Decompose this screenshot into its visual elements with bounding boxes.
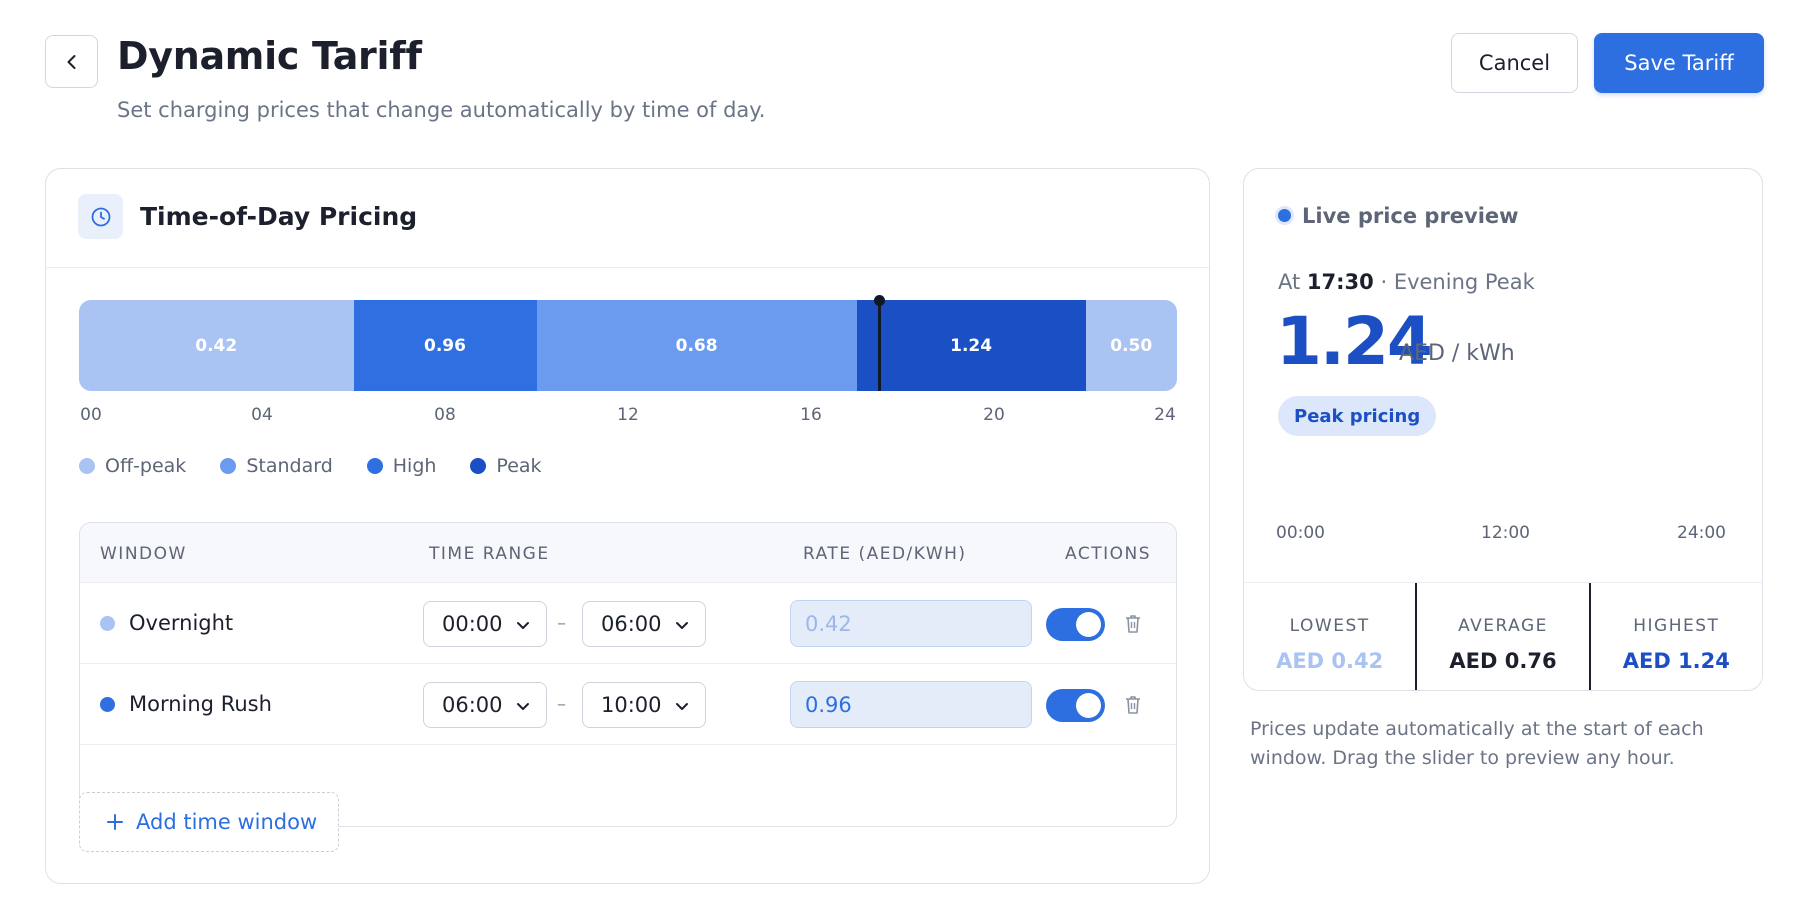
segment-rate-label: 0.96 <box>424 335 466 356</box>
hour-tick-label: 16 <box>800 405 822 425</box>
hour-tick-label: 20 <box>983 405 1005 425</box>
legend-item-peak: Peak <box>470 455 542 477</box>
chevron-down-icon <box>517 703 529 710</box>
hour-tick-label: 12 <box>617 405 639 425</box>
card-header: Time-of-Day Pricing <box>46 169 1209 268</box>
table-row: Overnight 00:00 – 06:00 0.42 <box>80 583 1176 664</box>
preview-axis-mid: 12:00 <box>1481 523 1530 543</box>
standard-dot <box>220 458 237 474</box>
off-peak-dot <box>79 458 95 474</box>
segment-rate-label: 1.24 <box>950 335 993 356</box>
hour-tick-label: 04 <box>251 405 273 425</box>
preview-window-name: · Evening Peak <box>1380 270 1535 294</box>
time-marker-handle[interactable] <box>874 295 886 306</box>
segment-rate-label: 0.68 <box>675 335 718 356</box>
range-separator: – <box>557 613 566 634</box>
timeline-segment-off-peak[interactable]: 0.42 <box>79 300 354 391</box>
tier-legend: Off-peak Standard High Peak <box>79 455 542 477</box>
toggle-knob <box>1076 693 1101 718</box>
legend-item-off-peak: Off-peak <box>79 455 186 477</box>
live-price-preview-card: Live price preview At 17:30 · Evening Pe… <box>1243 168 1763 691</box>
save-tariff-button[interactable]: Save Tariff <box>1594 33 1764 93</box>
live-indicator-dot <box>1278 209 1291 222</box>
stat-highest: HIGHEST AED 1.24 <box>1588 583 1762 690</box>
preview-axis-start: 00:00 <box>1276 523 1325 543</box>
window-enabled-toggle[interactable] <box>1046 608 1105 641</box>
price-stats: LOWEST AED 0.42 AVERAGE AED 0.76 HIGHEST… <box>1244 582 1762 690</box>
time-marker-line[interactable] <box>878 300 882 391</box>
add-time-window-button[interactable]: Add time window <box>79 792 339 852</box>
page-title: Dynamic Tariff <box>117 34 422 78</box>
preview-title: Live price preview <box>1302 204 1519 228</box>
hour-tick-label: 00 <box>80 405 102 425</box>
end-time-select[interactable]: 10:00 <box>582 682 706 728</box>
time-of-day-pricing-card: Time-of-Day Pricing 0.42 0.96 0.68 1.24 0.50… <box>45 168 1210 884</box>
preview-axis-end: 24:00 <box>1677 523 1726 543</box>
time-windows-table: WINDOW TIME RANGE RATE (AED/KWH) ACTIONS… <box>79 522 1177 827</box>
legend-item-high: High <box>366 455 436 477</box>
timeline-segment-off-peak[interactable]: 0.50 <box>1085 300 1177 391</box>
cancel-button[interactable]: Cancel <box>1451 33 1578 93</box>
back-button[interactable] <box>45 35 98 88</box>
hour-tick-label: 08 <box>434 405 456 425</box>
header-rate: RATE (AED/KWH) <box>803 544 967 564</box>
start-time-select[interactable]: 00:00 <box>423 601 547 647</box>
window-enabled-toggle[interactable] <box>1046 689 1105 722</box>
page-subtitle: Set charging prices that change automati… <box>117 98 766 122</box>
table-row: Morning Rush 06:00 – 10:00 0.96 <box>80 664 1176 745</box>
price-timeline[interactable]: 0.42 0.96 0.68 1.24 0.50 <box>79 300 1177 391</box>
timeline-segment-peak[interactable]: 1.24 <box>856 300 1086 391</box>
plus-icon <box>107 814 123 830</box>
toggle-knob <box>1076 612 1101 637</box>
clock-icon <box>91 207 110 226</box>
header-window: WINDOW <box>100 544 187 564</box>
preview-time-line: At 17:30 · Evening Peak <box>1278 270 1535 294</box>
chevron-down-icon <box>676 703 688 710</box>
rate-input[interactable]: 0.96 <box>790 681 1032 728</box>
row-window-name: Overnight <box>129 611 234 635</box>
row-tier-dot <box>100 616 115 631</box>
chevron-down-icon <box>517 622 529 629</box>
segment-rate-label: 0.42 <box>195 335 238 356</box>
high-dot <box>366 458 383 474</box>
trash-icon[interactable] <box>1123 613 1143 635</box>
clock-icon-box <box>78 194 123 239</box>
preview-time: 17:30 <box>1306 270 1374 294</box>
header-actions: ACTIONS <box>1065 544 1151 564</box>
timeline-segment-standard[interactable]: 0.68 <box>536 300 857 391</box>
table-header: WINDOW TIME RANGE RATE (AED/KWH) ACTIONS <box>80 523 1176 583</box>
chevron-down-icon <box>676 622 688 629</box>
chevron-left-icon <box>67 54 75 69</box>
card-title: Time-of-Day Pricing <box>140 202 418 231</box>
end-time-select[interactable]: 06:00 <box>582 601 706 647</box>
trash-icon[interactable] <box>1123 694 1143 716</box>
segment-rate-label: 0.50 <box>1110 335 1153 356</box>
stat-lowest: LOWEST AED 0.42 <box>1276 616 1384 673</box>
start-time-select[interactable]: 06:00 <box>423 682 547 728</box>
row-window-name: Morning Rush <box>129 692 272 716</box>
rate-input[interactable]: 0.42 <box>790 600 1032 647</box>
current-price: 1.24 <box>1276 303 1433 380</box>
timeline-segment-high[interactable]: 0.96 <box>353 300 537 391</box>
pricing-tier-badge: Peak pricing <box>1278 396 1437 436</box>
legend-item-standard: Standard <box>220 455 333 477</box>
header-time-range: TIME RANGE <box>429 544 550 564</box>
preview-note: Prices update automatically at the start… <box>1250 718 1704 769</box>
range-separator: – <box>557 694 566 715</box>
price-unit: AED / kWh <box>1399 341 1515 366</box>
row-tier-dot <box>100 697 115 712</box>
peak-dot <box>470 458 487 474</box>
stat-average: AVERAGE AED 0.76 <box>1415 583 1588 690</box>
hour-tick-label: 24 <box>1154 405 1176 425</box>
